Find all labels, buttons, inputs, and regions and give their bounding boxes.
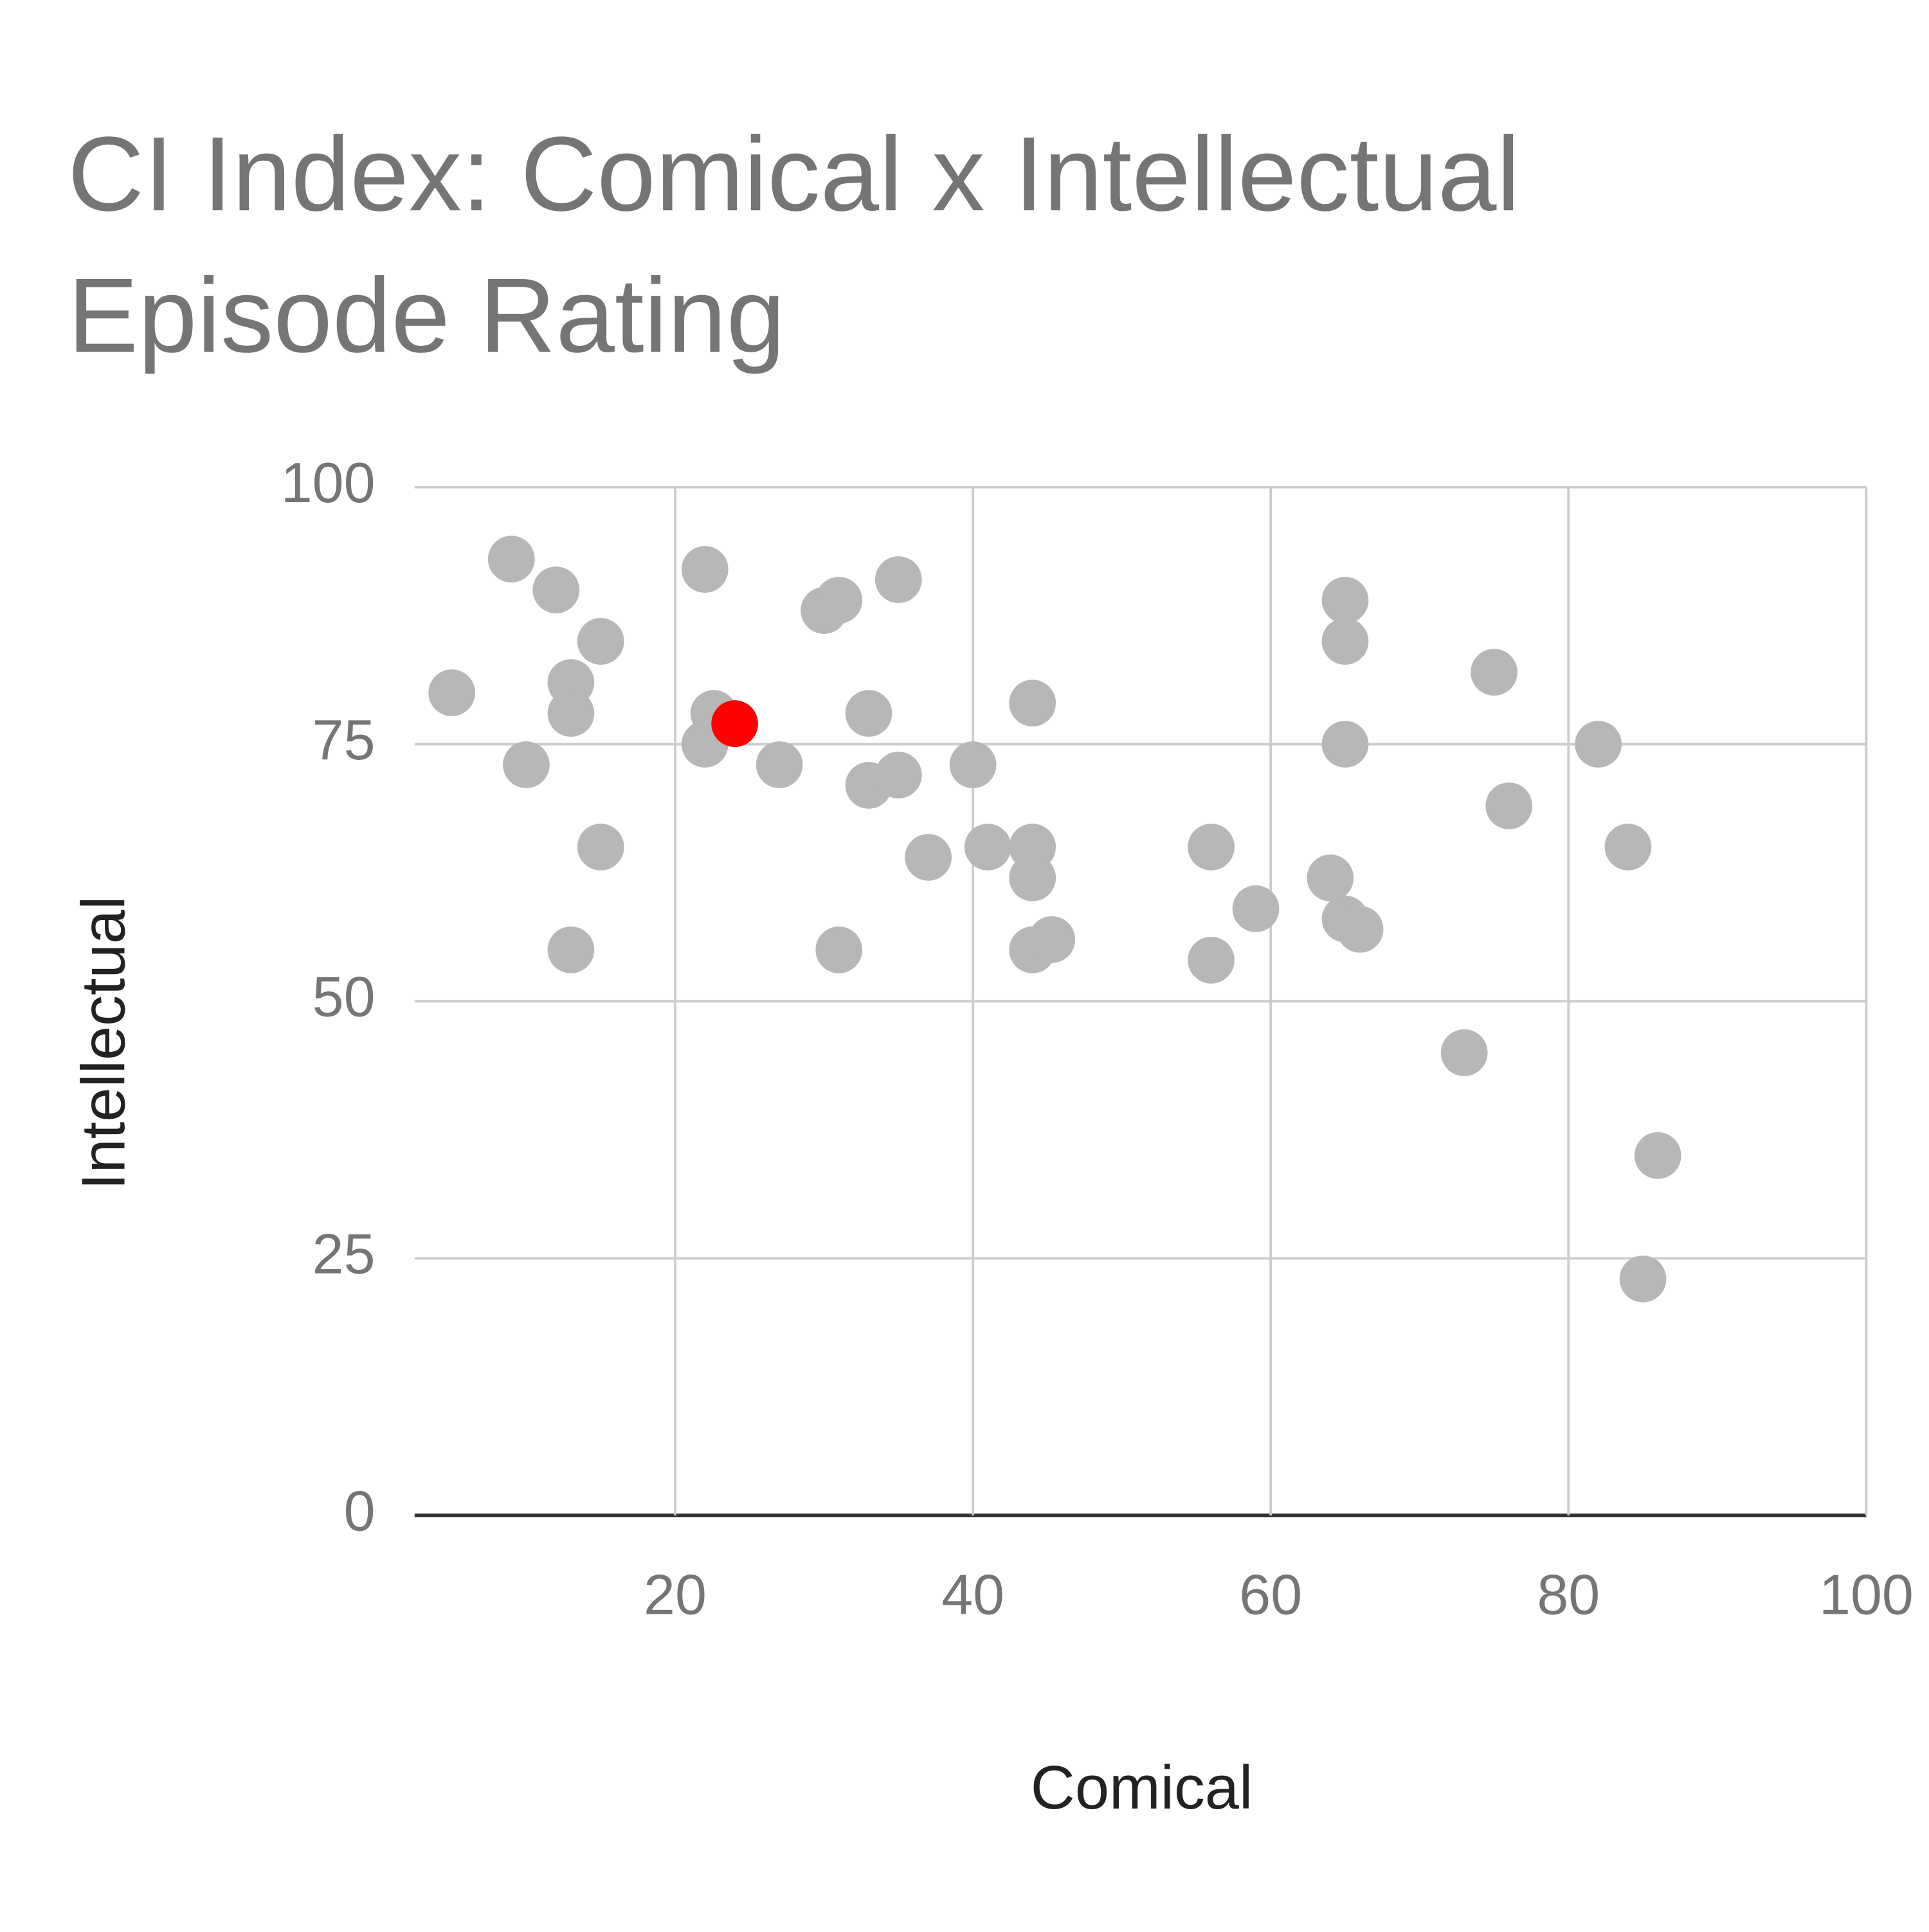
point (815, 926, 863, 973)
y-tick-label: 25 (312, 1222, 376, 1286)
point (1232, 885, 1280, 932)
point (1009, 854, 1056, 901)
point (547, 926, 595, 973)
x-tick-label: 60 (1239, 1562, 1302, 1626)
x-tick-label: 100 (1819, 1562, 1914, 1626)
y-tick-label: 100 (281, 451, 376, 514)
x-tick-label: 40 (941, 1562, 1004, 1626)
point (756, 741, 803, 788)
point (1321, 577, 1369, 624)
point (1575, 721, 1622, 768)
y-axis-title: Intellectual (69, 896, 138, 1190)
point (1028, 916, 1076, 963)
point (964, 824, 1011, 871)
point (1336, 906, 1384, 953)
point (711, 700, 758, 747)
point (577, 618, 624, 665)
title-container: CI Index: Comical x Intellectual Episode… (68, 115, 1521, 375)
point (1619, 1255, 1667, 1303)
point (949, 741, 997, 788)
point (1009, 680, 1056, 727)
point (487, 536, 535, 582)
point (428, 669, 476, 716)
point (1471, 649, 1517, 696)
point (874, 556, 922, 603)
point (1188, 937, 1235, 984)
point (681, 546, 729, 593)
point (905, 834, 952, 881)
x-tick-label: 80 (1537, 1562, 1600, 1626)
point (1307, 854, 1354, 901)
y-tick-label: 50 (312, 965, 376, 1029)
point (815, 577, 863, 624)
point (874, 752, 922, 799)
x-axis-title: Comical (1031, 1753, 1253, 1822)
point (547, 690, 595, 737)
point (1321, 618, 1369, 665)
y-tick-label: 75 (312, 708, 376, 772)
y-tick-label: 0 (344, 1479, 376, 1542)
point (1321, 721, 1369, 768)
point (1188, 824, 1235, 871)
point (503, 741, 550, 788)
point (532, 566, 580, 613)
point (1604, 824, 1652, 871)
point (1440, 1029, 1488, 1076)
point (1485, 782, 1533, 829)
x-tick-label: 20 (644, 1562, 707, 1626)
chart-title: CI Index: Comical x Intellectual Episode… (68, 115, 1521, 375)
point (577, 824, 624, 871)
point (845, 690, 892, 737)
point (1634, 1132, 1681, 1179)
